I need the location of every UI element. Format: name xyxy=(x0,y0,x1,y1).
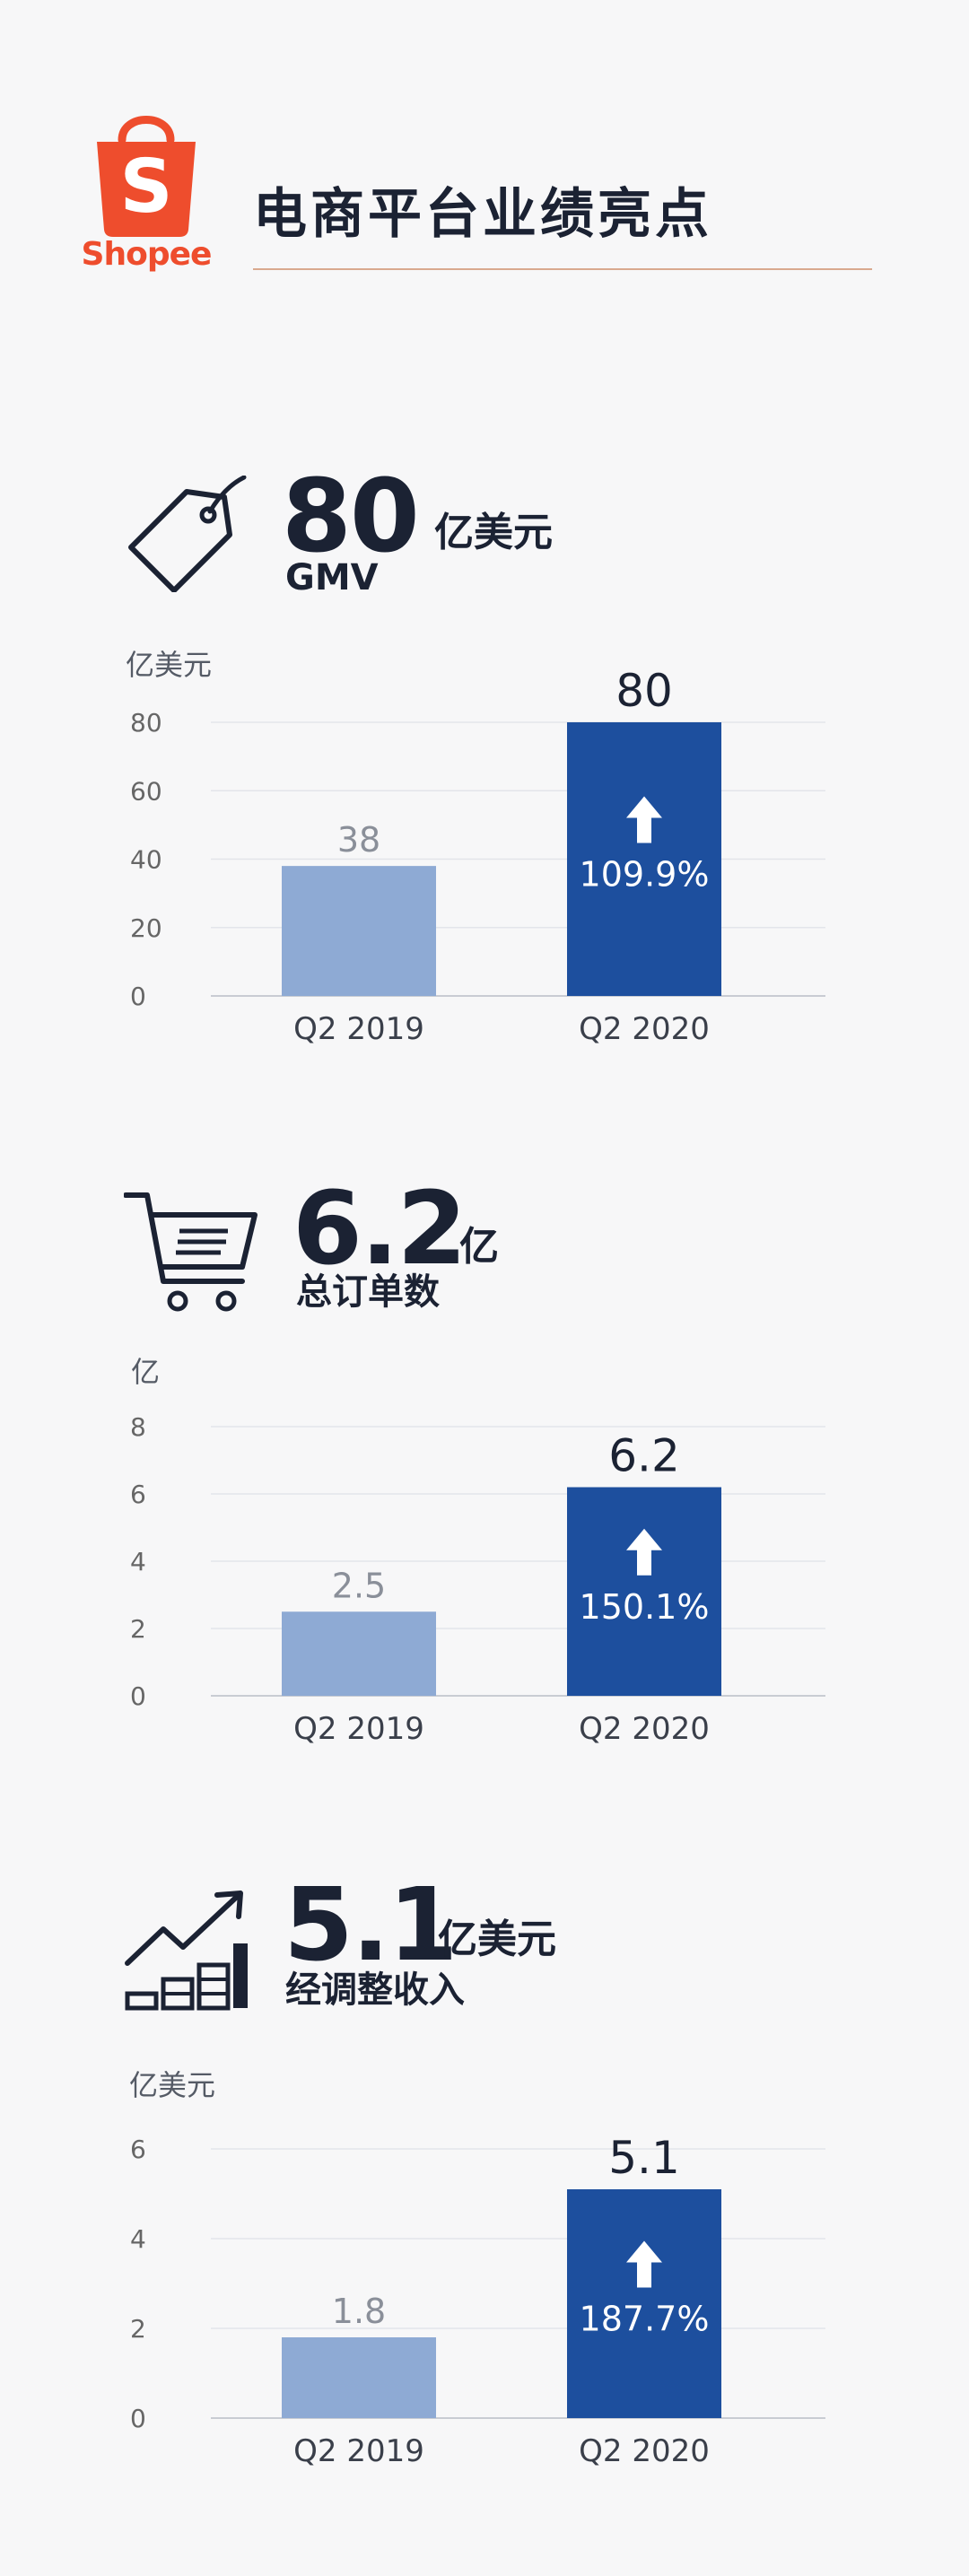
title-divider xyxy=(253,268,872,270)
chart-revenue: 亿美元 0 2 4 6 Q2 2019 1.8 Q2 2020 5.1 187.7% xyxy=(0,2050,969,2469)
data-label: 2.5 xyxy=(332,1566,386,1605)
kpi-unit-gmv: 亿美元 xyxy=(434,510,553,555)
shopee-logo: S Shopee xyxy=(79,106,214,285)
bar xyxy=(282,866,436,996)
chart-orders-plot: 0 2 4 6 8 Q2 2019 2.5 Q2 2020 6.2 150.1% xyxy=(130,1412,825,1747)
growth-label: 150.1% xyxy=(580,1587,710,1627)
kpi-label-gmv: GMV xyxy=(285,557,379,598)
y-tick-label: 40 xyxy=(130,845,162,875)
y-tick-label: 0 xyxy=(130,1681,146,1711)
growth-label: 187.7% xyxy=(580,2300,710,2339)
bar xyxy=(567,2189,721,2418)
bar xyxy=(567,1487,721,1696)
x-tick-label: Q2 2019 xyxy=(293,1011,424,1047)
y-tick-label: 6 xyxy=(130,1480,146,1509)
data-label: 1.8 xyxy=(332,2292,386,2331)
up-arrow-icon xyxy=(626,1528,662,1576)
y-tick-label: 6 xyxy=(130,2135,146,2164)
kpi-label-revenue: 经调整收入 xyxy=(285,1969,465,2011)
data-label: 38 xyxy=(337,820,380,860)
kpi-unit-revenue: 亿美元 xyxy=(438,1917,556,1962)
y-tick-label: 4 xyxy=(130,2224,146,2254)
up-arrow-icon xyxy=(626,796,662,843)
brand-name: Shopee xyxy=(81,236,213,273)
kpi-unit-orders: 亿 xyxy=(459,1224,499,1270)
chart-revenue-y-unit: 亿美元 xyxy=(129,2068,216,2102)
price-tag-icon xyxy=(128,476,247,592)
y-tick-label: 80 xyxy=(130,708,162,738)
y-tick-label: 20 xyxy=(130,913,162,943)
data-label: 5.1 xyxy=(608,2132,680,2184)
growth-label: 109.9% xyxy=(580,855,710,895)
chart-gmv-y-unit: 亿美元 xyxy=(126,648,213,682)
kpi-value-revenue: 5.1 xyxy=(284,1867,458,1984)
x-tick-label: Q2 2019 xyxy=(293,2433,424,2469)
bar xyxy=(567,722,721,996)
kpi-value-gmv: 80 xyxy=(282,458,420,575)
shopping-cart-icon xyxy=(124,1192,258,1312)
page-title: 电商平台业绩亮点 xyxy=(253,183,712,246)
x-tick-label: Q2 2020 xyxy=(579,2433,710,2469)
chart-orders-y-unit: 亿 xyxy=(131,1355,161,1389)
y-tick-label: 0 xyxy=(130,982,146,1011)
data-label: 80 xyxy=(615,665,673,717)
y-tick-label: 2 xyxy=(130,2314,146,2344)
x-tick-label: Q2 2020 xyxy=(579,1011,710,1047)
up-arrow-icon xyxy=(626,2240,662,2288)
y-tick-label: 8 xyxy=(130,1412,146,1442)
y-tick-label: 4 xyxy=(130,1547,146,1576)
logo-letter: S xyxy=(119,144,172,230)
page-header: S Shopee 电商平台业绩亮点 xyxy=(0,0,969,296)
y-tick-label: 0 xyxy=(130,2404,146,2433)
x-tick-label: Q2 2019 xyxy=(293,1711,424,1747)
shopping-bag-icon: S xyxy=(97,116,196,237)
y-tick-label: 2 xyxy=(130,1614,146,1644)
y-tick-label: 60 xyxy=(130,776,162,806)
kpi-label-orders: 总订单数 xyxy=(296,1271,440,1313)
bar xyxy=(282,1611,436,1696)
chart-gmv-plot: 0 20 40 60 80 Q2 2019 38 Q2 2020 80 109.9% xyxy=(130,665,825,1047)
bar xyxy=(282,2337,436,2418)
x-tick-label: Q2 2020 xyxy=(579,1711,710,1747)
chart-orders: 亿 0 2 4 6 8 Q2 2019 2.5 Q2 2020 6.2 150.1% xyxy=(0,1346,969,1777)
growth-chart-icon xyxy=(125,1891,248,2011)
kpi-value-orders: 6.2 xyxy=(292,1171,467,1288)
chart-revenue-plot: 0 2 4 6 Q2 2019 1.8 Q2 2020 5.1 187.7% xyxy=(130,2132,825,2469)
chart-gmv: 亿美元 0 20 40 60 80 Q2 2019 38 Q2 2020 80 109.9% xyxy=(0,637,969,1059)
data-label: 6.2 xyxy=(608,1430,680,1482)
